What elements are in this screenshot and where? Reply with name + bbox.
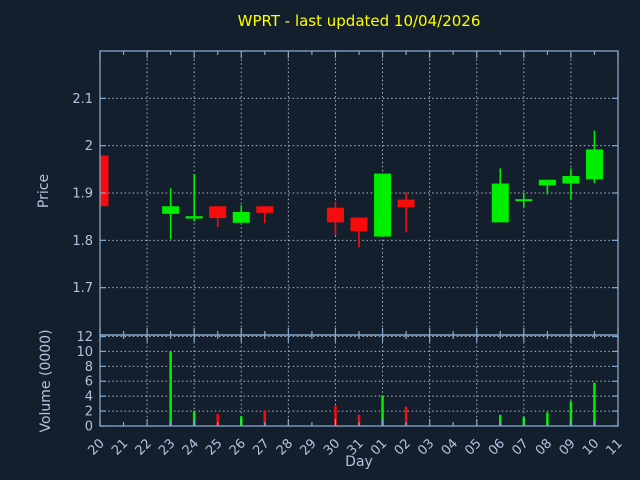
volume-axis-label: Volume (0000) bbox=[38, 329, 54, 433]
candle-body-day-06 bbox=[491, 183, 509, 223]
price-tick-label: 2.1 bbox=[72, 92, 93, 107]
candle-body-day-08 bbox=[538, 179, 556, 186]
volume-bar-day-24 bbox=[192, 411, 196, 426]
volume-tick-label: 0 bbox=[85, 420, 93, 435]
candle-body-day-27 bbox=[256, 206, 274, 213]
volume-tick-label: 6 bbox=[85, 375, 93, 390]
chart-title: WPRT - last updated 10/04/2026 bbox=[237, 12, 481, 30]
price-tick-label: 2 bbox=[85, 139, 93, 154]
candle-body-day-30 bbox=[326, 207, 344, 223]
volume-bar-day-23 bbox=[169, 351, 172, 426]
volume-tick-label: 2 bbox=[85, 405, 93, 420]
candle-body-day-09 bbox=[562, 175, 580, 184]
volume-bar-day-31 bbox=[357, 414, 361, 426]
volume-tick-label: 4 bbox=[85, 390, 93, 405]
volume-bar-day-25 bbox=[216, 414, 219, 426]
price-tick-label: 1.9 bbox=[72, 187, 93, 202]
candle-body-day-25 bbox=[209, 206, 227, 219]
price-tick-label: 1.8 bbox=[72, 234, 93, 249]
gridlines bbox=[100, 51, 618, 426]
candle-body-day-07 bbox=[515, 199, 533, 202]
candle-body-day-31 bbox=[350, 217, 368, 232]
volume-bar-day-09 bbox=[569, 401, 573, 426]
price-tick-label: 1.7 bbox=[72, 281, 93, 296]
volume-bar-day-27 bbox=[263, 410, 267, 426]
candle-body-day-10 bbox=[585, 149, 603, 180]
price-axis-label: Price bbox=[36, 173, 52, 209]
tick-marks bbox=[99, 51, 619, 427]
candles-and-volume bbox=[100, 130, 603, 426]
candle-body-day-01 bbox=[374, 173, 392, 237]
day-axis-label: Day bbox=[345, 454, 373, 470]
candle-body-day-02 bbox=[397, 199, 415, 208]
candle-body-day-26 bbox=[232, 211, 250, 223]
volume-bar-day-01 bbox=[381, 395, 384, 426]
volume-bar-day-08 bbox=[546, 412, 549, 426]
volume-bar-day-02 bbox=[404, 406, 408, 426]
volume-bar-day-06 bbox=[499, 414, 502, 426]
volume-tick-label: 12 bbox=[76, 330, 93, 345]
candle-body-day-24 bbox=[185, 216, 203, 219]
volume-bar-day-30 bbox=[334, 405, 337, 426]
candle-body-day-23 bbox=[162, 206, 180, 214]
volume-tick-label: 10 bbox=[76, 345, 93, 360]
candle-body-day-20 bbox=[100, 155, 109, 207]
volume-bar-day-10 bbox=[593, 382, 596, 426]
volume-tick-label: 8 bbox=[85, 360, 93, 375]
